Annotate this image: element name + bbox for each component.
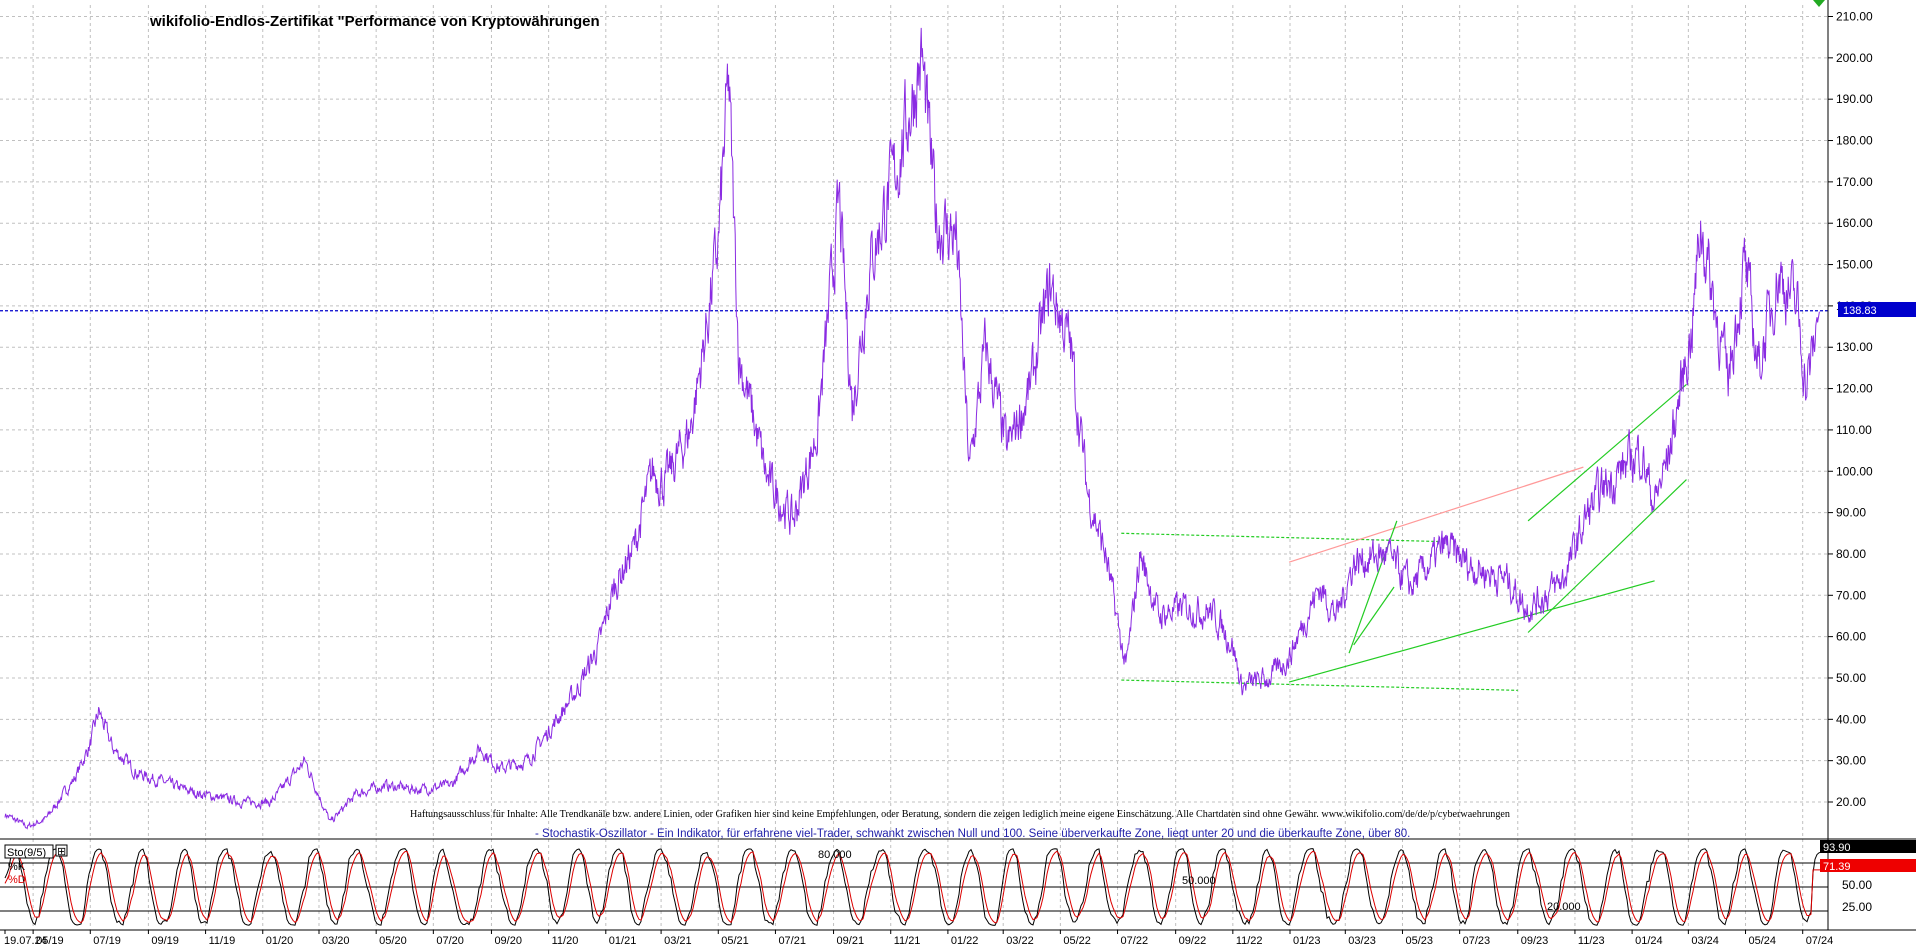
indicator-note: - Stochastik-Oszillator - Ein Indikator,… bbox=[535, 828, 1410, 840]
oscillator-name-box bbox=[4, 844, 54, 859]
level-50-label: 50.000 bbox=[1182, 875, 1216, 887]
osc-ytick-50: 50.00 bbox=[1842, 878, 1872, 892]
x-tick-label: 03/23 bbox=[1348, 935, 1376, 947]
x-tick-label: 05/19 bbox=[36, 935, 64, 947]
x-tick-label: 05/21 bbox=[721, 935, 749, 947]
x-tick-label: 07/24 bbox=[1806, 935, 1834, 947]
x-tick-label: 01/20 bbox=[266, 935, 294, 947]
legend-d: %D bbox=[8, 874, 26, 886]
level-80-label: 80.000 bbox=[818, 849, 852, 861]
y-tick-label: 210.00 bbox=[1836, 10, 1873, 24]
plus-icon: ⊞ bbox=[57, 846, 66, 858]
current-price-label: 138.83 bbox=[1843, 305, 1877, 317]
d-value-badge bbox=[1820, 859, 1916, 872]
oscillator-name: Sto(9/5) bbox=[7, 847, 46, 859]
y-tick-label: 100.00 bbox=[1836, 464, 1873, 478]
x-tick-label: 09/23 bbox=[1521, 935, 1549, 947]
trendline bbox=[1121, 679, 1518, 691]
osc-ytick-25: 25.00 bbox=[1842, 900, 1872, 914]
y-tick-label: 130.00 bbox=[1836, 340, 1873, 354]
y-tick-label: 120.00 bbox=[1836, 382, 1873, 396]
k-line bbox=[4, 848, 1822, 926]
x-tick-label: 07/19 bbox=[93, 935, 121, 947]
y-tick-label: 200.00 bbox=[1836, 51, 1873, 65]
oscillator-panel bbox=[0, 848, 1828, 926]
trendline bbox=[1288, 466, 1584, 563]
x-tick-label: 03/22 bbox=[1006, 935, 1034, 947]
y-tick-label: 20.00 bbox=[1836, 795, 1866, 809]
x-tick-label: 11/20 bbox=[552, 935, 579, 947]
x-tick-label: 09/20 bbox=[494, 935, 522, 947]
x-tick-label: 01/21 bbox=[609, 935, 637, 947]
y-tick-label: 40.00 bbox=[1836, 712, 1866, 726]
trendline bbox=[1121, 532, 1440, 543]
x-tick-label: 03/20 bbox=[322, 935, 350, 947]
y-tick-label: 60.00 bbox=[1836, 630, 1866, 644]
y-tick-label: 170.00 bbox=[1836, 175, 1873, 189]
x-tick-label: 05/23 bbox=[1405, 935, 1433, 947]
x-tick-label: 09/21 bbox=[837, 935, 865, 947]
y-tick-label: 90.00 bbox=[1836, 506, 1866, 520]
oscillator-settings-button[interactable] bbox=[55, 844, 68, 857]
x-tick-label: 09/19 bbox=[151, 935, 179, 947]
x-tick-label: 11/19 bbox=[209, 935, 236, 947]
k-value-badge bbox=[1820, 840, 1916, 853]
x-tick-label: 19.07.24 bbox=[4, 935, 47, 947]
trendline bbox=[1353, 586, 1395, 646]
y-tick-label: 70.00 bbox=[1836, 588, 1866, 602]
x-tick-label: 01/23 bbox=[1293, 935, 1321, 947]
x-tick-label: 05/22 bbox=[1063, 935, 1091, 947]
y-tick-label: 110.00 bbox=[1836, 423, 1872, 437]
y-axis-labels: 20.00 30.00 40.00 50.00 60.00 70.00 80.00 90.00… bbox=[1836, 10, 1873, 810]
d-line bbox=[4, 850, 1821, 924]
y-tick-label: 150.00 bbox=[1836, 258, 1873, 272]
price-line bbox=[4, 27, 1820, 830]
disclaimer-text: Haftungsausschluss für Inhalte: Alle Tre… bbox=[410, 809, 1510, 820]
x-tick-label: 09/22 bbox=[1179, 935, 1207, 947]
x-tick-label: 05/20 bbox=[379, 935, 407, 947]
x-tick-label: 11/22 bbox=[1236, 935, 1263, 947]
x-tick-label: 01/24 bbox=[1635, 935, 1663, 947]
trendline bbox=[1527, 383, 1687, 522]
x-tick-label: 07/23 bbox=[1463, 935, 1491, 947]
x-tick-label: 05/24 bbox=[1749, 935, 1777, 947]
x-tick-label: 03/21 bbox=[664, 935, 692, 947]
price-series bbox=[4, 27, 1820, 830]
grid bbox=[0, 5, 1828, 930]
current-price-badge bbox=[1838, 302, 1916, 317]
k-value-label: 93.90 bbox=[1823, 842, 1851, 854]
arrow-down-icon bbox=[1813, 0, 1825, 7]
d-value-label: 71.39 bbox=[1823, 861, 1851, 873]
y-tick-label: 80.00 bbox=[1836, 547, 1866, 561]
trendline bbox=[1288, 580, 1655, 683]
x-tick-label: 07/21 bbox=[778, 935, 806, 947]
x-tick-label: 03/24 bbox=[1691, 935, 1719, 947]
chart-title: wikifolio-Endlos-Zertifikat "Performance… bbox=[149, 13, 600, 30]
y-tick-label: 160.00 bbox=[1836, 216, 1873, 230]
legend-k: %K bbox=[8, 861, 26, 873]
x-tick-label: 11/21 bbox=[894, 935, 921, 947]
y-tick-label: 30.00 bbox=[1836, 754, 1866, 768]
x-tick-label: 11/23 bbox=[1578, 935, 1605, 947]
x-tick-label: 07/20 bbox=[436, 935, 464, 947]
trendline bbox=[1527, 479, 1687, 633]
y-tick-label: 190.00 bbox=[1836, 92, 1873, 106]
x-tick-label: 01/22 bbox=[951, 935, 979, 947]
x-tick-label: 07/22 bbox=[1121, 935, 1149, 947]
level-20-label: 20.000 bbox=[1547, 901, 1581, 913]
y-tick-label: 180.00 bbox=[1836, 134, 1873, 148]
trendlines bbox=[1121, 383, 1687, 691]
y-tick-label: 50.00 bbox=[1836, 671, 1866, 685]
